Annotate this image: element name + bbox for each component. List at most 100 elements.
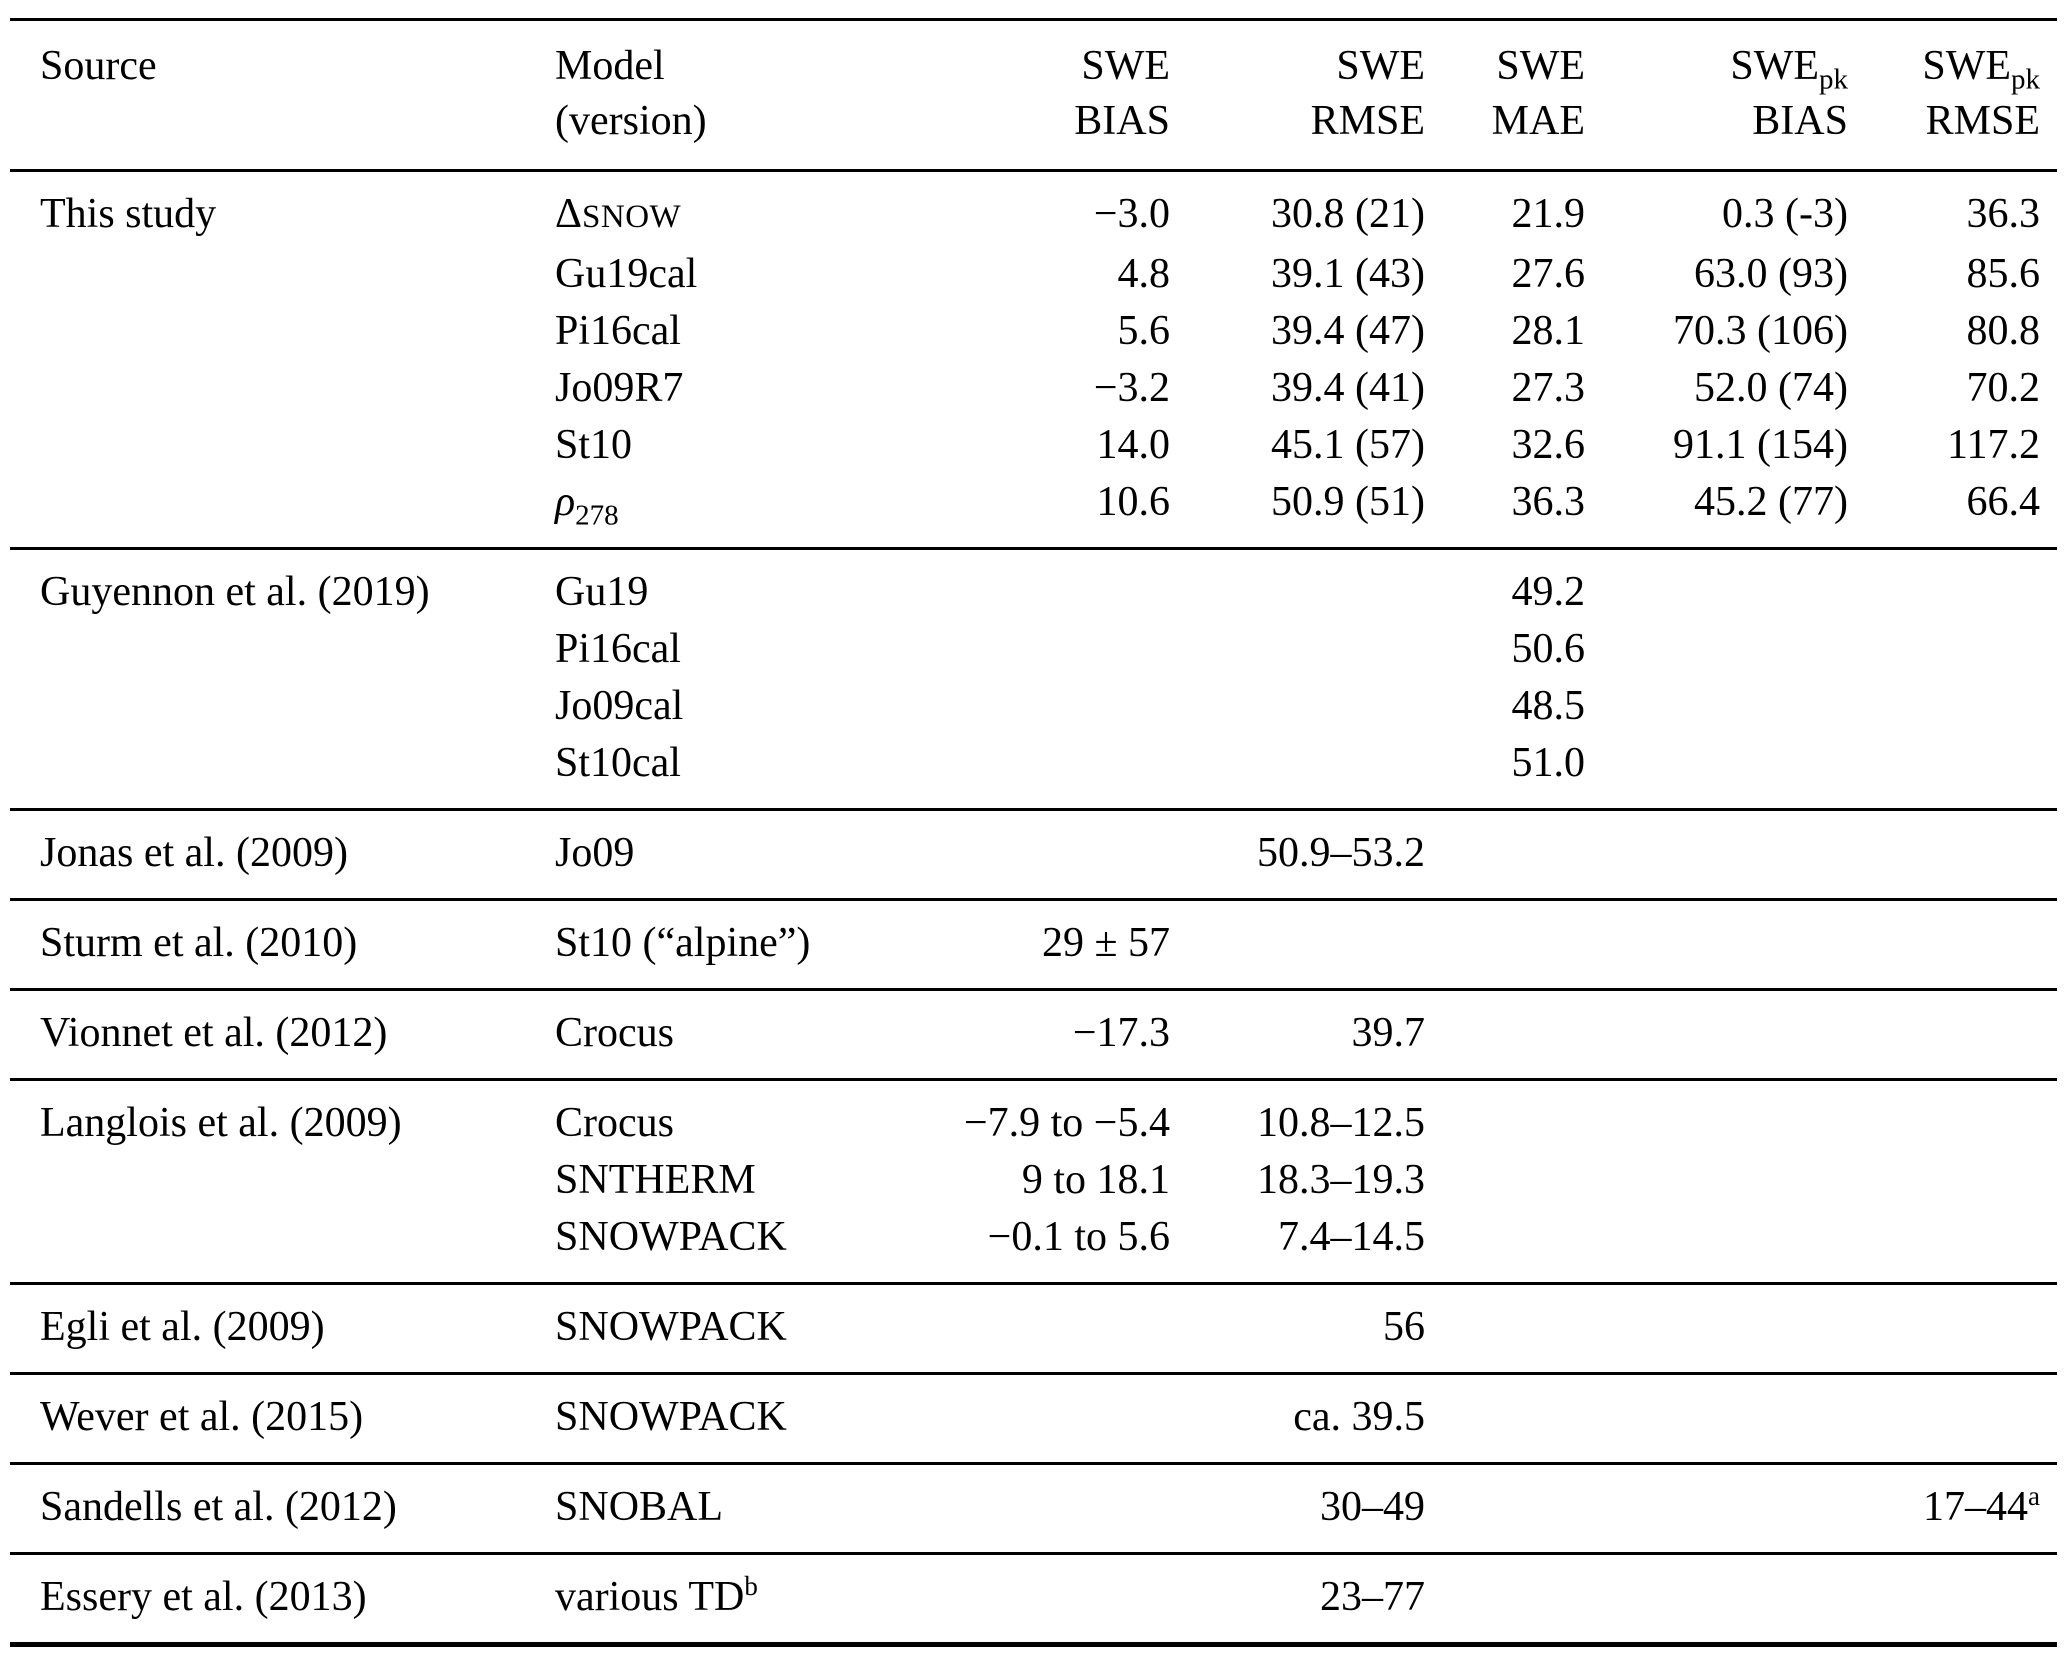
header-line: RMSE <box>1925 98 2040 144</box>
cell-source: Sturm et al. (2010) <box>10 898 555 990</box>
cell-swepk_rmse <box>1848 547 2057 621</box>
cell-swe_bias: 4.8 <box>1117 251 1171 297</box>
cell-model: Jo09 <box>555 808 912 900</box>
cell-swe_rmse <box>1170 678 1425 735</box>
table-section: This study ΔSNOW −3.0 30.8 (21) 21.9 0.3 (-3)… <box>10 169 2057 549</box>
cell-swe_bias <box>912 1282 1170 1374</box>
cell-swe_mae: 49.2 <box>1425 547 1585 621</box>
column-header-swepk_rmse: SWEpk RMSE <box>1848 20 2057 171</box>
cell-model: various TDb <box>555 1552 912 1645</box>
small-caps-text: SNOW <box>582 199 682 235</box>
cell-swepk_bias: 52.0 (74) <box>1694 365 1848 411</box>
cell-swe_bias: −0.1 to 5.6 <box>987 1214 1170 1260</box>
header-line: BIAS <box>1074 98 1170 144</box>
subscript: pk <box>1819 63 1848 96</box>
cell-swe_bias: −3.0 <box>912 169 1170 246</box>
cell-swepk_bias <box>1585 678 1848 735</box>
cell-swe_mae: 36.3 <box>1511 479 1586 525</box>
cell-swepk_bias <box>1585 808 1848 900</box>
table-row: Pi16cal 5.6 39.4 (47) 28.1 70.3 (106) 80.8 <box>10 303 2057 360</box>
cell-swepk_rmse <box>1848 1078 2057 1152</box>
cell-swepk_rmse <box>1848 898 2057 990</box>
cell-swe_rmse: 56 <box>1170 1282 1425 1374</box>
cell-swe_rmse: 45.1 (57) <box>1271 422 1425 468</box>
cell-swe_rmse <box>1170 735 1425 810</box>
cell-swe_rmse <box>1170 547 1425 621</box>
table-section: Guyennon et al. (2019) Gu19 49.2 Pi16cal 50.… <box>10 547 2057 810</box>
cell-swepk_bias <box>1585 547 1848 621</box>
table-section: Sturm et al. (2010) St10 (“alpine”) 29 ± 5… <box>10 898 2057 990</box>
cell-source: Vionnet et al. (2012) <box>10 988 555 1080</box>
table-row: Sturm et al. (2010) St10 (“alpine”) 29 ± 5… <box>10 898 2057 990</box>
cell-swepk_rmse <box>1848 1282 2057 1374</box>
header-line: SWE <box>1336 43 1425 89</box>
cell-swe_bias: 29 ± 57 <box>912 898 1170 990</box>
cell-swe_rmse: 30.8 (21) <box>1170 169 1425 246</box>
cell-swe_mae: 21.9 <box>1425 169 1585 246</box>
cell-source <box>10 678 555 735</box>
cell-swe_bias: 9 to 18.1 <box>1021 1157 1170 1203</box>
cell-swepk_rmse <box>1848 1209 2057 1284</box>
table-header: Source Model (version) SWE BIAS SWE RMSE SWE MAE… <box>10 20 2057 171</box>
table-row: Vionnet et al. (2012) Crocus −17.3 39.7 <box>10 988 2057 1080</box>
cell-swe_bias: −3.2 <box>1093 365 1170 411</box>
cell-swe_rmse: 39.7 <box>1170 988 1425 1080</box>
cell-swe_mae: 27.3 <box>1511 365 1586 411</box>
cell-source <box>10 735 555 810</box>
cell-swe_bias <box>912 547 1170 621</box>
cell-swe_bias <box>912 808 1170 900</box>
table-section: Sandells et al. (2012) SNOBAL 30–49 17–44a <box>10 1462 2057 1554</box>
cell-model: Gu19cal <box>555 251 698 297</box>
cell-swe_mae <box>1425 898 1585 990</box>
cell-swepk_bias <box>1585 1152 1848 1209</box>
cell-swe_mae: 48.5 <box>1511 683 1586 729</box>
cell-swepk_bias: 91.1 (154) <box>1673 422 1848 468</box>
cell-model: Gu19 <box>555 547 912 621</box>
cell-swe_mae <box>1425 1552 1585 1645</box>
header-line: Source <box>40 43 157 89</box>
header-line: SWEpk <box>1730 43 1848 96</box>
cell-swe_bias <box>912 1552 1170 1645</box>
cell-swepk_rmse: 36.3 <box>1848 169 2057 246</box>
cell-model: Jo09R7 <box>555 365 684 411</box>
column-header-swepk_bias: SWEpk BIAS <box>1585 20 1848 171</box>
cell-source: Essery et al. (2013) <box>10 1552 555 1645</box>
table-section: Vionnet et al. (2012) Crocus −17.3 39.7 <box>10 988 2057 1080</box>
header-line: SWE <box>1496 43 1585 89</box>
cell-swepk_rmse: 70.2 <box>1966 365 2041 411</box>
cell-swe_bias: 10.6 <box>1096 479 1171 525</box>
cell-source <box>10 621 555 678</box>
table-row: SNTHERM 9 to 18.1 18.3–19.3 <box>10 1152 2057 1209</box>
subscript: pk <box>2011 63 2040 96</box>
table-row: Gu19cal 4.8 39.1 (43) 27.6 63.0 (93) 85.6 <box>10 246 2057 303</box>
table-row: St10 14.0 45.1 (57) 32.6 91.1 (154) 117.2 <box>10 417 2057 474</box>
table-section: Langlois et al. (2009) Crocus −7.9 to −5.4… <box>10 1078 2057 1284</box>
table-row: ρ278 10.6 50.9 (51) 36.3 45.2 (77) 66.4 <box>10 474 2057 549</box>
table-row: Jonas et al. (2009) Jo09 50.9–53.2 <box>10 808 2057 900</box>
cell-swepk_bias <box>1585 1372 1848 1464</box>
cell-swepk_bias: 63.0 (93) <box>1694 251 1848 297</box>
cell-source: This study <box>10 169 555 246</box>
table-row: Wever et al. (2015) SNOWPACK ca. 39.5 <box>10 1372 2057 1464</box>
column-header-swe_bias: SWE BIAS <box>912 20 1170 171</box>
results-table-wrap: Source Model (version) SWE BIAS SWE RMSE SWE MAE… <box>10 18 2057 1647</box>
table-row: SNOWPACK −0.1 to 5.6 7.4–14.5 <box>10 1209 2057 1284</box>
footnote-marker: a <box>2028 1481 2040 1511</box>
cell-swe_mae: 28.1 <box>1511 308 1586 354</box>
cell-swe_bias <box>912 621 1170 678</box>
cell-swe_rmse <box>1170 621 1425 678</box>
cell-swe_rmse: 23–77 <box>1170 1552 1425 1645</box>
cell-model: Pi16cal <box>555 308 681 354</box>
cell-swepk_rmse <box>1848 988 2057 1080</box>
table-row: Sandells et al. (2012) SNOBAL 30–49 17–44a <box>10 1462 2057 1554</box>
cell-swe_mae <box>1425 1209 1585 1284</box>
table-row: Jo09R7 −3.2 39.4 (41) 27.3 52.0 (74) 70.2 <box>10 360 2057 417</box>
subscript: 278 <box>575 499 619 532</box>
cell-swe_bias: −7.9 to −5.4 <box>912 1078 1170 1152</box>
cell-swe_bias: 5.6 <box>1117 308 1171 354</box>
cell-source <box>10 246 555 303</box>
cell-swepk_rmse <box>1848 735 2057 810</box>
cell-swepk_rmse <box>1848 621 2057 678</box>
cell-swepk_rmse: 17–44a <box>1848 1462 2057 1554</box>
